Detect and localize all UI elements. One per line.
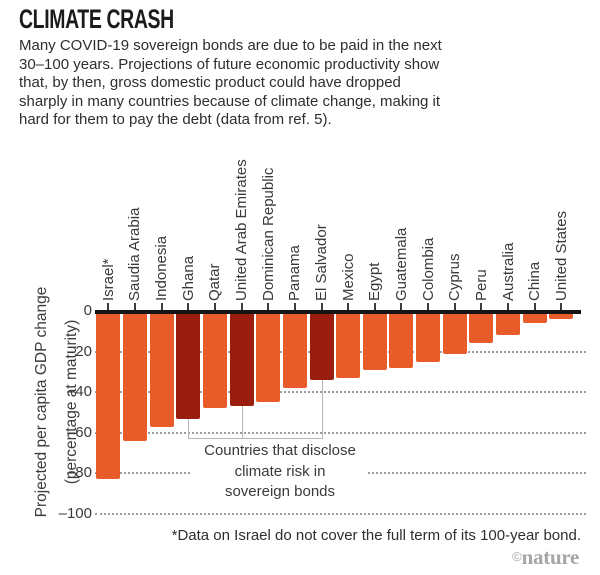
bar-indonesia [149,311,174,427]
bar-guatemala [389,311,414,368]
annotation-connector [321,380,323,438]
nature-credit: ©nature [512,545,579,570]
country-tick [347,303,350,310]
country-tick [187,303,190,310]
country-tick [240,303,243,310]
figure-title: CLIMATE CRASH [19,4,174,34]
country-label-guatemala: Guatemala [392,227,410,301]
country-tick [533,303,536,310]
gridline [95,513,586,515]
country-label-saudia-arabia: Saudia Arabia [126,207,144,301]
bar-saudia-arabia [122,311,147,441]
country-label-australia: Australia [499,242,517,301]
bar-colombia [416,311,441,362]
country-tick [133,303,136,310]
country-label-cyprus: Cyprus [446,253,464,301]
bar-cyprus [442,311,467,354]
figure-description: Many COVID-19 sovereign bonds are due to… [19,37,442,130]
country-tick [320,303,323,310]
country-label-china: China [526,261,544,301]
description-line: hard for them to pay the debt (data from… [19,111,332,128]
country-tick [507,303,510,310]
disclosure-annotation: Countries that disclose climate risk in … [192,441,368,503]
y-tick-label: –20 [66,342,92,360]
country-label-colombia: Colombia [419,237,437,301]
annotation-connector [188,438,323,439]
description-line: Many COVID-19 sovereign bonds are due to… [19,37,442,54]
bar-mexico [336,311,361,378]
annotation-line: sovereign bonds [224,483,336,500]
country-label-qatar: Qatar [206,263,224,301]
country-label-egypt: Egypt [366,262,384,301]
country-label-israel: Israel* [99,258,117,301]
bar-el-salvador [309,311,334,381]
annotation-line: climate risk in [234,462,326,480]
country-tick [107,303,110,310]
y-tick-label: –40 [66,383,92,401]
bar-peru [469,311,494,344]
country-label-peru: Peru [472,269,490,301]
bar-united-states [549,311,574,320]
country-tick [267,303,270,310]
country-tick [560,303,563,310]
country-label-dominican-republic: Dominican Republic [259,167,277,301]
country-tick [480,303,483,310]
country-tick [213,303,216,310]
country-label-ghana: Ghana [179,255,197,301]
country-label-indonesia: Indonesia [153,235,171,301]
annotation-line: Countries that disclose [204,442,356,459]
country-tick [453,303,456,310]
bar-panama [282,311,307,389]
country-tick [373,303,376,310]
gridline [95,431,586,434]
bar-united-arab-emirates [229,311,254,407]
annotation-connector [188,418,190,438]
description-line: that, by then, gross domestic product co… [19,74,401,91]
country-tick [400,303,403,310]
country-label-panama: Panama [286,245,304,301]
country-label-united-arab-emirates: United Arab Emirates [233,159,251,301]
bar-egypt [362,311,387,370]
footnote: *Data on Israel do not cover the full te… [171,527,581,544]
y-tick-label: –80 [66,464,92,482]
country-label-united-states: United States [552,210,570,301]
y-tick-label: 0 [83,302,92,319]
country-tick [427,303,430,310]
description-line: sharply in many countries because of cli… [19,92,441,110]
y-tick-label: –60 [66,423,92,441]
description-line: 30–100 years. Projections of future econ… [19,55,440,73]
country-label-mexico: Mexico [339,253,357,301]
bar-australia [496,311,521,336]
country-label-el-salvador: El Salvador [313,224,331,301]
bar-ghana [176,311,201,419]
bar-qatar [202,311,227,409]
country-tick [293,303,296,310]
gridline [95,391,586,394]
copyright-icon: © [512,549,522,564]
y-axis-title-line1: Projected per capita GDP change [33,286,50,518]
bar-dominican-republic [256,311,281,403]
country-tick [160,303,163,310]
bar-israel [96,311,121,480]
nature-logo: nature [521,545,580,569]
bar-china [522,311,547,324]
y-tick-label: –100 [58,505,92,522]
annotation-connector [241,406,243,438]
zero-axis-line [95,310,581,314]
